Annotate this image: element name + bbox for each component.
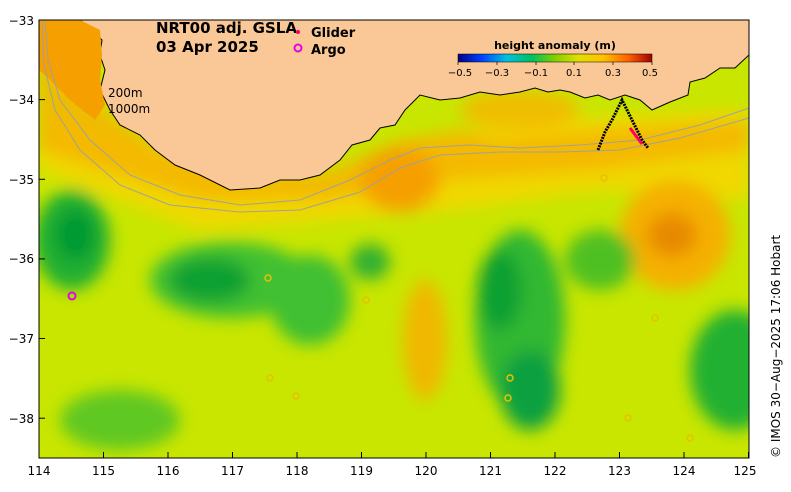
x-tick-label: 124 xyxy=(673,464,696,478)
x-axis xyxy=(38,452,749,458)
x-tick-label: 118 xyxy=(286,464,309,478)
isobath-label-1000m: 1000m xyxy=(108,102,150,116)
plot-frame xyxy=(38,19,750,459)
colorbar-tick-label: −0.5 xyxy=(448,68,472,79)
x-tick-label: 119 xyxy=(350,464,373,478)
y-axis xyxy=(39,19,45,419)
x-tick-label: 121 xyxy=(479,464,502,478)
x-tick-label: 123 xyxy=(608,464,631,478)
x-tick-label: 116 xyxy=(157,464,180,478)
colorbar-tick-label: 0.1 xyxy=(566,68,582,79)
y-tick-label: −33 xyxy=(9,14,34,28)
colorbar-gradient xyxy=(457,53,653,63)
y-tick-label: −35 xyxy=(9,173,34,187)
credit-text: © IMOS 30−Aug−2025 17:06 Hobart xyxy=(769,235,783,458)
x-tick-label: 117 xyxy=(221,464,244,478)
x-tick-label: 114 xyxy=(28,464,51,478)
colorbar-label: height anomaly (m) xyxy=(494,39,616,52)
x-tick-label: 122 xyxy=(544,464,567,478)
map-date: 03 Apr 2025 xyxy=(156,38,259,56)
glider-legend-label: Glider xyxy=(311,26,356,41)
glider-track xyxy=(596,96,650,151)
colorbar-tick-label: −0.3 xyxy=(485,68,509,79)
isobath-label-200m: 200m xyxy=(108,86,143,100)
y-tick-label: −37 xyxy=(9,332,34,346)
colorbar-tick-label: 0.5 xyxy=(642,68,658,79)
argo-legend-label: Argo xyxy=(311,43,346,58)
map-title: NRT00 adj. GSLA xyxy=(156,19,297,37)
colorbar: height anomaly (m) −0.5 −0.3 −0.1 0.1 0.… xyxy=(448,39,658,79)
nw-coastal-anomaly xyxy=(39,20,105,120)
glider-legend-icon xyxy=(296,30,300,34)
x-tick-label: 120 xyxy=(415,464,438,478)
colorbar-tick-label: 0.3 xyxy=(605,68,621,79)
map-legend: Glider Argo xyxy=(293,26,356,58)
x-tick-label: 125 xyxy=(734,464,757,478)
argo-legend-icon xyxy=(293,43,303,53)
argo-float-marker xyxy=(67,291,77,301)
x-tick-label: 115 xyxy=(92,464,115,478)
argo-markers xyxy=(264,174,720,442)
land-mass xyxy=(39,20,749,191)
colorbar-ticks xyxy=(457,62,653,65)
y-tick-label: −36 xyxy=(9,252,34,266)
y-tick-label: −34 xyxy=(9,93,34,107)
y-tick-label: −38 xyxy=(9,412,34,426)
colorbar-tick-label: −0.1 xyxy=(524,68,548,79)
